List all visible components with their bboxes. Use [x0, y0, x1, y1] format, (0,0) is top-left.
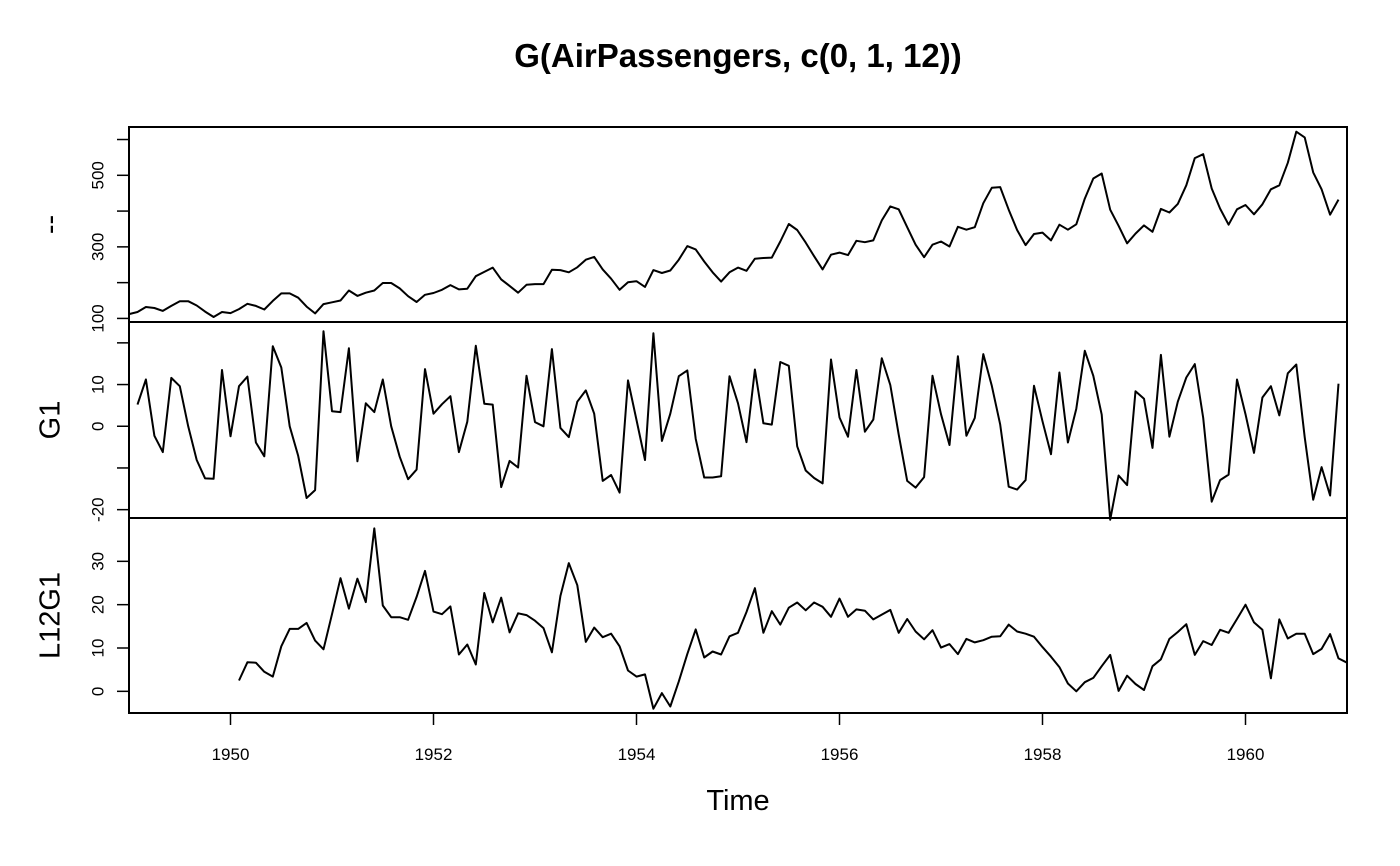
y-tick-label: 10 [88, 375, 107, 394]
y-axis-label: G1 [35, 401, 67, 440]
x-tick-label: 1958 [1024, 745, 1062, 764]
y-tick-label: -20 [88, 497, 107, 522]
panel-frame [128, 321, 1348, 519]
y-tick-label: 0 [88, 422, 107, 431]
series-line--- [128, 130, 1340, 318]
panel-frame [128, 517, 1348, 714]
panel---: 100 300 500 -- [35, 126, 1348, 333]
series-line-G1 [136, 330, 1340, 521]
y-tick-label: 300 [88, 233, 107, 261]
panel-frame [128, 126, 1348, 323]
panels-group: 100 300 500 -- -20 0 10 G1 0 10 20 30 L12G1 [35, 126, 1348, 714]
x-tick-label: 1952 [415, 745, 453, 764]
y-tick-label: 0 [88, 687, 107, 696]
panel-G1: -20 0 10 G1 [35, 321, 1348, 522]
x-tick-label: 1956 [821, 745, 859, 764]
x-axis: 1950 1952 1954 1956 1958 1960 [212, 713, 1265, 764]
series-line-L12G1 [238, 527, 1348, 710]
y-tick-label: 10 [88, 639, 107, 658]
panel-L12G1: 0 10 20 30 L12G1 [35, 517, 1348, 714]
x-tick-label: 1950 [212, 745, 250, 764]
x-tick-label: 1954 [618, 745, 656, 764]
y-axis-label: L12G1 [35, 572, 67, 659]
x-tick-label: 1960 [1227, 745, 1265, 764]
chart-title: G(AirPassengers, c(0, 1, 12)) [514, 37, 962, 74]
y-tick-label: 20 [88, 595, 107, 614]
y-tick-label: 500 [88, 161, 107, 189]
y-tick-label: 30 [88, 552, 107, 571]
y-tick-label: 100 [88, 304, 107, 332]
x-axis-label: Time [706, 785, 769, 817]
y-axis-label: -- [35, 215, 67, 234]
